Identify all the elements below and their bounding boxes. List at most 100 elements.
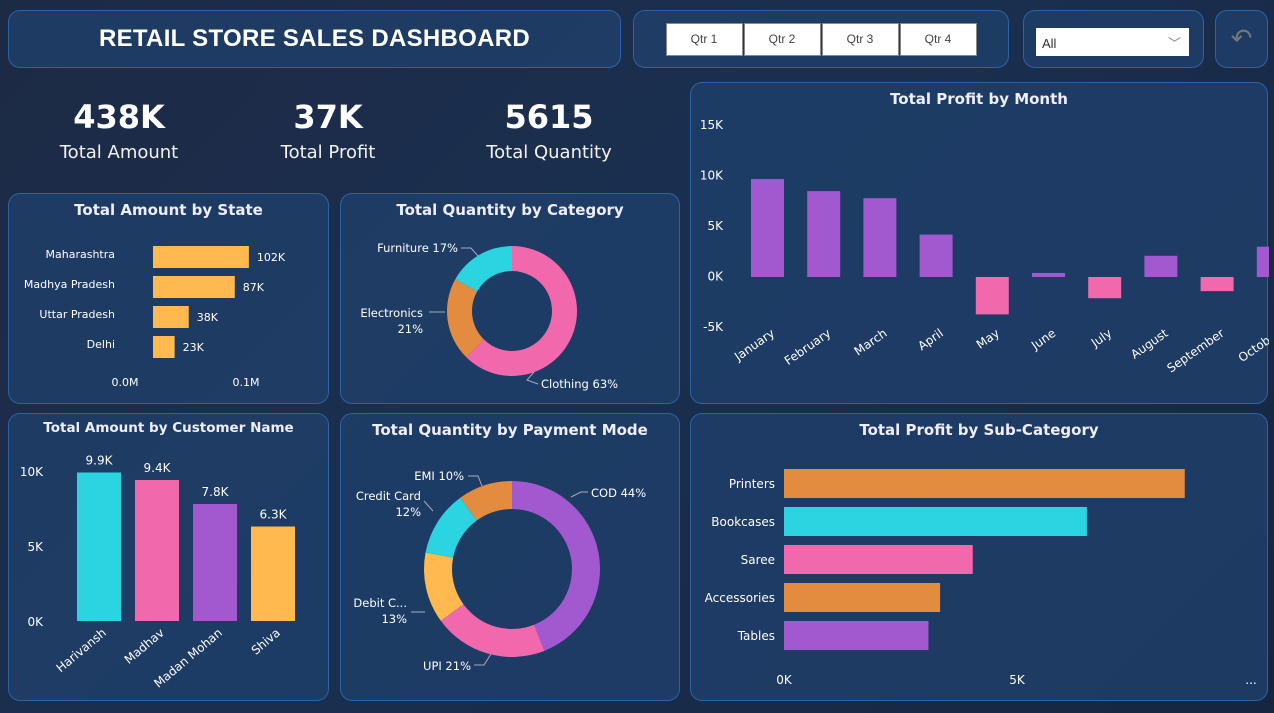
leader-line [526,371,539,385]
donut-slice [466,246,577,376]
slice-label: 21% [397,322,423,336]
bar [1088,277,1122,299]
bar [251,526,295,621]
bar [153,246,249,268]
leader-line [468,475,483,487]
x-tick: January [731,326,777,364]
bar [1032,272,1065,277]
slice-label: Debit C... [353,596,407,610]
bar [784,507,1087,536]
qtr-2-button[interactable]: Qtr 2 [743,22,821,56]
chart-subcategory: Total Profit by Sub-Category Printers Book… [690,413,1268,701]
x-tick: April [915,326,946,353]
chevron-down-icon: ﹀ [1167,36,1181,51]
bar [193,504,237,621]
donut-slice [455,246,512,292]
category-label: Tables [737,629,775,643]
data-label: 7.8K [202,485,230,499]
slice-label: 12% [395,505,421,519]
data-label: 87K [243,281,265,294]
bar [77,472,121,621]
category-label: Bookcases [711,515,775,529]
x-tick: 0.1M [233,376,260,389]
x-tick: June [1028,326,1058,353]
y-tick: 5K [27,540,44,554]
donut-slice [440,604,545,657]
more-indicator: ... [1245,673,1256,687]
kpi-label: Total Profit [280,142,376,163]
dropdown-value: All [1042,36,1057,51]
reset-button[interactable]: ↶ [1215,10,1268,68]
x-tick: 5K [1009,673,1026,687]
category-label: Maharashtra [46,248,116,261]
bar [784,545,973,574]
x-tick: Madhav [122,626,167,667]
filter-panel: All ﹀ [1023,10,1204,68]
bar [863,198,897,277]
x-tick: Shiva [249,626,283,658]
category-label: Delhi [87,338,115,351]
leader-line [570,491,588,498]
bar [975,277,1009,315]
slice-label: Credit Card [356,489,421,503]
qtr-4-button[interactable]: Qtr 4 [899,22,977,56]
customer-bar-chart: 10K5K0K9.9KHarivansh9.4KMadhav7.8KMadan … [20,454,295,691]
filter-dropdown[interactable]: All ﹀ [1036,28,1189,56]
category-label: Saree [741,553,775,567]
x-tick: 0K [776,673,793,687]
bar [919,234,953,277]
chart-title: Total Amount by Customer Name [43,420,294,436]
bar [784,583,941,612]
dashboard-title-panel: RETAIL STORE SALES DASHBOARD [8,10,621,68]
category-label: Madhya Pradesh [24,278,115,291]
slice-label: UPI 21% [423,659,471,673]
category-donut-chart: Clothing 63% Electronics 21% Furniture 17% [360,241,618,391]
x-tick: February [782,326,834,368]
x-tick: 0.0M [112,376,139,389]
qtr-3-button[interactable]: Qtr 3 [821,22,899,56]
kpi-total-amount: 438K Total Amount [14,98,224,163]
donut-slice [424,552,464,621]
category-label: Accessories [705,591,775,605]
chart-customer: Total Amount by Customer Name 10K 5K 0K 9.9K… [8,413,329,701]
data-label: 9.9K [86,454,114,468]
chart-title: Total Amount by State [74,201,263,219]
kpi-label: Total Quantity [486,142,612,163]
bar [153,336,175,358]
donut-slice [447,279,484,358]
bar [135,480,179,621]
bar [153,306,189,328]
leader-line [474,653,492,666]
y-tick: 0K [27,615,44,629]
donut-slice [460,481,512,521]
qtr-1-button[interactable]: Qtr 1 [665,22,743,56]
undo-icon: ↶ [1230,24,1253,54]
x-tick: March [852,326,890,358]
bar [1200,277,1234,292]
slice-label: 13% [381,612,407,626]
subcategory-bar-chart: Printers Bookcases Saree Accessories Tables 0… [705,469,1257,687]
chart-state: Total Amount by State Maharashtra 102K Madh… [8,193,329,404]
leader-line [461,247,479,257]
x-tick: September [1164,326,1226,376]
leader-line [423,500,434,512]
slice-label: Furniture 17% [377,241,458,255]
x-tick: Harivansh [54,626,109,676]
slice-label: EMI 10% [414,469,464,483]
y-tick: 10K [700,169,724,183]
donut-slice [425,497,477,558]
kpi-value: 438K [73,98,165,136]
y-tick: 5K [707,219,724,233]
bar [751,179,784,277]
chart-title: Total Profit by Sub-Category [859,421,1099,439]
y-tick: 10K [20,465,44,479]
data-label: 38K [197,311,219,324]
bar [1144,255,1178,277]
y-tick: -5K [703,320,724,334]
slice-label: Clothing 63% [541,377,618,391]
chart-category: Total Quantity by Category Clothing 63% El… [340,193,680,404]
chart-title: Total Quantity by Category [396,201,624,219]
bar [784,621,929,650]
chart-title: Total Quantity by Payment Mode [372,421,648,439]
y-tick: 0K [707,270,724,284]
